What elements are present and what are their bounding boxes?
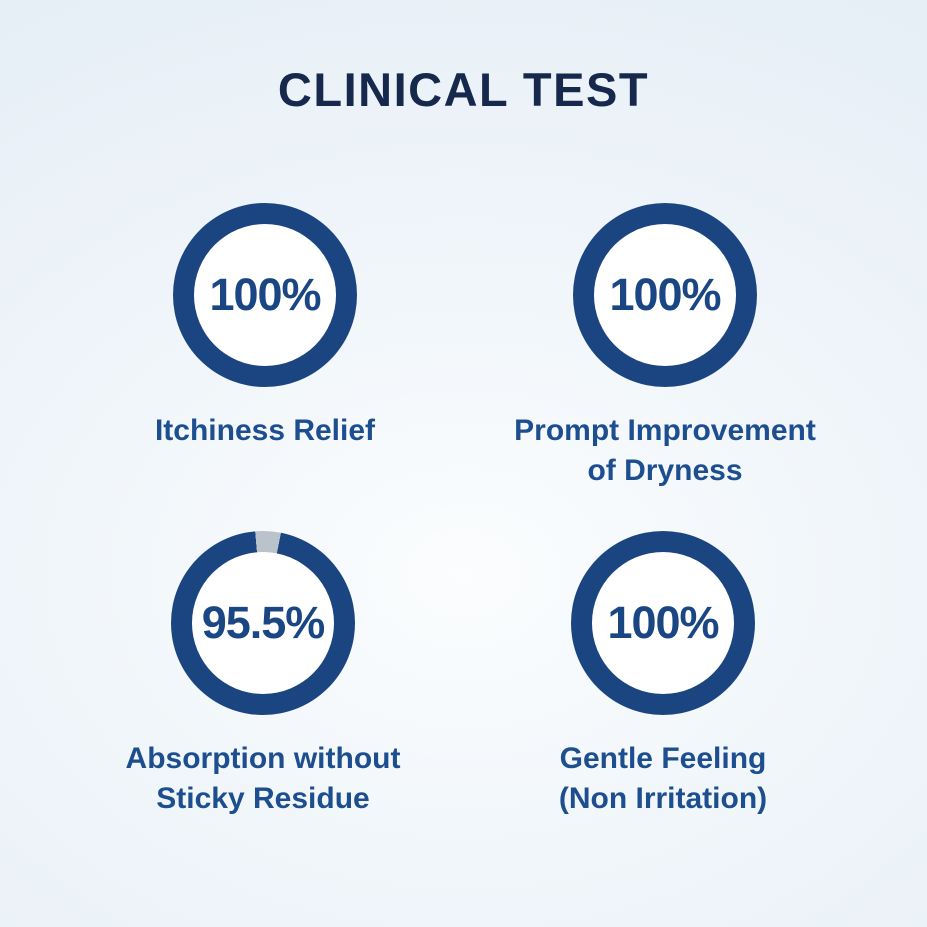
stat-label-line: Gentle Feeling <box>559 742 767 775</box>
stat-label: Prompt Improvement of Dryness <box>514 411 816 491</box>
percent-value: 100% <box>607 597 719 648</box>
stat-label: Absorption without Sticky Residue <box>126 739 401 819</box>
stat-card-itchiness-relief: 100% Itchiness Relief <box>80 203 450 451</box>
stat-label-line: Sticky Residue <box>156 782 370 815</box>
page-title: CLINICAL TEST <box>277 63 650 116</box>
donut-inner-circle: 100% <box>592 552 734 694</box>
donut-chart-itchiness-relief: 100% <box>173 203 357 387</box>
donut-inner-circle: 100% <box>594 224 736 366</box>
stat-label: Itchiness Relief <box>155 411 375 451</box>
stat-label-line: Itchiness Relief <box>154 414 376 447</box>
stat-label-line: (Non Irritation) <box>558 782 768 815</box>
donut-chart-prompt-improvement: 100% <box>573 203 757 387</box>
donut-chart-gentle-feeling: 100% <box>571 531 755 715</box>
percent-value: 95.5% <box>201 597 326 648</box>
percent-value: 100% <box>609 269 721 320</box>
stat-label-line: Absorption without <box>125 742 401 775</box>
donut-inner-circle: 95.5% <box>192 552 334 694</box>
donut-chart-absorption: 95.5% <box>171 531 355 715</box>
stat-label-line: of Dryness <box>587 454 743 487</box>
stat-card-gentle-feeling: 100% Gentle Feeling (Non Irritation) <box>453 531 873 819</box>
percent-value: 100% <box>209 269 321 320</box>
stat-label: Gentle Feeling (Non Irritation) <box>559 739 767 819</box>
stat-card-absorption: 95.5% Absorption without Sticky Residue <box>78 531 448 819</box>
donut-inner-circle: 100% <box>194 224 336 366</box>
stat-label-line: Prompt Improvement <box>514 414 816 447</box>
stat-card-prompt-improvement: 100% Prompt Improvement of Dryness <box>455 203 875 491</box>
